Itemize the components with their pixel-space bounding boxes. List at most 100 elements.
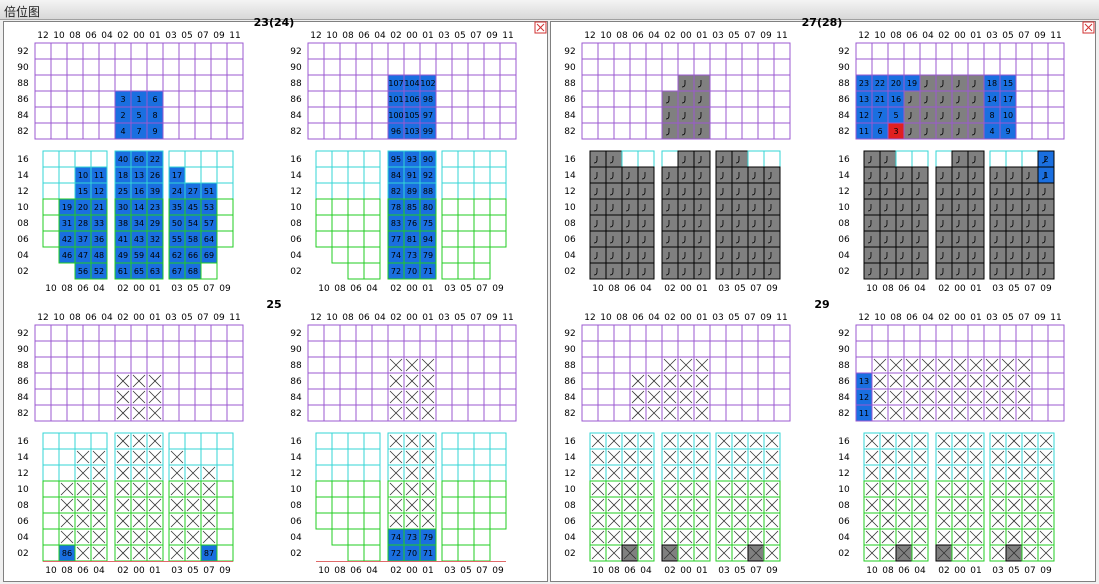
hold-slot[interactable]	[763, 214, 781, 232]
deck-slot[interactable]	[999, 324, 1017, 342]
deck-slot[interactable]	[98, 356, 116, 374]
deck-slot[interactable]	[967, 324, 985, 342]
deck-slot[interactable]	[419, 340, 437, 358]
hold-slot[interactable]	[605, 230, 623, 248]
deck-slot[interactable]	[339, 356, 357, 374]
deck-slot[interactable]	[581, 388, 599, 406]
deck-slot[interactable]	[467, 90, 485, 108]
hold-slot[interactable]	[363, 432, 381, 450]
deck-slot[interactable]	[178, 106, 196, 124]
hold-slot[interactable]	[677, 150, 695, 168]
deck-slot[interactable]	[130, 340, 148, 358]
deck-slot[interactable]	[741, 340, 759, 358]
deck-slot[interactable]	[371, 356, 389, 374]
hold-slot[interactable]	[1037, 182, 1055, 200]
deck-slot[interactable]	[323, 58, 341, 76]
hold-slot[interactable]	[863, 198, 881, 216]
deck-slot[interactable]	[613, 74, 631, 92]
hold-slot[interactable]	[457, 150, 475, 168]
hold-slot[interactable]	[693, 262, 711, 280]
hold-slot[interactable]	[489, 166, 507, 184]
hold-slot[interactable]	[879, 166, 897, 184]
deck-slot[interactable]	[773, 122, 791, 140]
deck-slot[interactable]	[82, 324, 100, 342]
hold-slot[interactable]	[989, 182, 1007, 200]
deck-slot[interactable]	[82, 90, 100, 108]
deck-slot[interactable]	[709, 106, 727, 124]
hold-slot[interactable]	[363, 150, 381, 168]
hold-slot[interactable]	[967, 150, 985, 168]
deck-slot[interactable]	[1047, 122, 1065, 140]
deck-slot[interactable]	[194, 90, 212, 108]
hold-slot[interactable]	[42, 432, 60, 450]
hold-slot[interactable]	[347, 230, 365, 248]
deck-slot[interactable]	[1047, 388, 1065, 406]
hold-slot[interactable]	[763, 166, 781, 184]
deck-slot[interactable]	[597, 372, 615, 390]
deck-slot[interactable]	[581, 122, 599, 140]
hold-slot[interactable]	[967, 182, 985, 200]
deck-slot[interactable]	[339, 42, 357, 60]
hold-slot[interactable]	[90, 262, 108, 280]
deck-slot[interactable]	[967, 58, 985, 76]
deck-slot[interactable]	[98, 122, 116, 140]
hold-slot[interactable]	[951, 246, 969, 264]
deck-slot[interactable]	[355, 388, 373, 406]
hold-slot[interactable]	[315, 214, 333, 232]
hold-slot[interactable]	[184, 150, 202, 168]
deck-slot[interactable]	[919, 74, 937, 92]
deck-slot[interactable]	[645, 356, 663, 374]
deck-slot[interactable]	[66, 90, 84, 108]
hold-slot[interactable]	[347, 262, 365, 280]
deck-slot[interactable]	[435, 356, 453, 374]
hold-slot[interactable]	[331, 464, 349, 482]
hold-slot[interactable]	[731, 182, 749, 200]
deck-slot[interactable]	[693, 42, 711, 60]
hold-slot[interactable]	[457, 432, 475, 450]
deck-slot[interactable]	[871, 340, 889, 358]
deck-slot[interactable]	[419, 324, 437, 342]
deck-slot[interactable]	[82, 122, 100, 140]
hold-slot[interactable]	[331, 448, 349, 466]
hold-slot[interactable]	[441, 262, 459, 280]
hold-slot[interactable]	[473, 150, 491, 168]
hold-slot[interactable]	[637, 262, 655, 280]
hold-slot[interactable]	[637, 198, 655, 216]
hold-slot[interactable]	[677, 246, 695, 264]
hold-slot[interactable]	[763, 262, 781, 280]
hold-slot[interactable]	[693, 246, 711, 264]
hold-slot[interactable]	[935, 214, 953, 232]
deck-slot[interactable]	[210, 388, 228, 406]
deck-slot[interactable]	[371, 404, 389, 422]
deck-slot[interactable]	[50, 42, 68, 60]
deck-slot[interactable]	[162, 356, 180, 374]
deck-slot[interactable]	[581, 58, 599, 76]
deck-slot[interactable]	[661, 42, 679, 60]
hold-slot[interactable]	[661, 214, 679, 232]
hold-slot[interactable]	[637, 150, 655, 168]
deck-slot[interactable]	[629, 74, 647, 92]
hold-slot[interactable]	[637, 182, 655, 200]
hold-slot[interactable]	[441, 496, 459, 514]
hold-slot[interactable]	[441, 230, 459, 248]
deck-slot[interactable]	[82, 388, 100, 406]
deck-slot[interactable]	[1031, 388, 1049, 406]
deck-slot[interactable]	[903, 58, 921, 76]
hold-slot[interactable]	[989, 150, 1007, 168]
deck-slot[interactable]	[709, 388, 727, 406]
deck-slot[interactable]	[483, 372, 501, 390]
deck-slot[interactable]	[451, 324, 469, 342]
hold-slot[interactable]	[731, 150, 749, 168]
deck-slot[interactable]	[435, 74, 453, 92]
deck-slot[interactable]	[307, 74, 325, 92]
hold-slot[interactable]	[74, 150, 92, 168]
deck-slot[interactable]	[66, 404, 84, 422]
deck-slot[interactable]	[935, 340, 953, 358]
hold-slot[interactable]	[1021, 166, 1039, 184]
deck-slot[interactable]	[613, 42, 631, 60]
deck-slot[interactable]	[1031, 74, 1049, 92]
deck-slot[interactable]	[307, 122, 325, 140]
hold-slot[interactable]	[441, 214, 459, 232]
hold-slot[interactable]	[747, 246, 765, 264]
deck-slot[interactable]	[355, 74, 373, 92]
